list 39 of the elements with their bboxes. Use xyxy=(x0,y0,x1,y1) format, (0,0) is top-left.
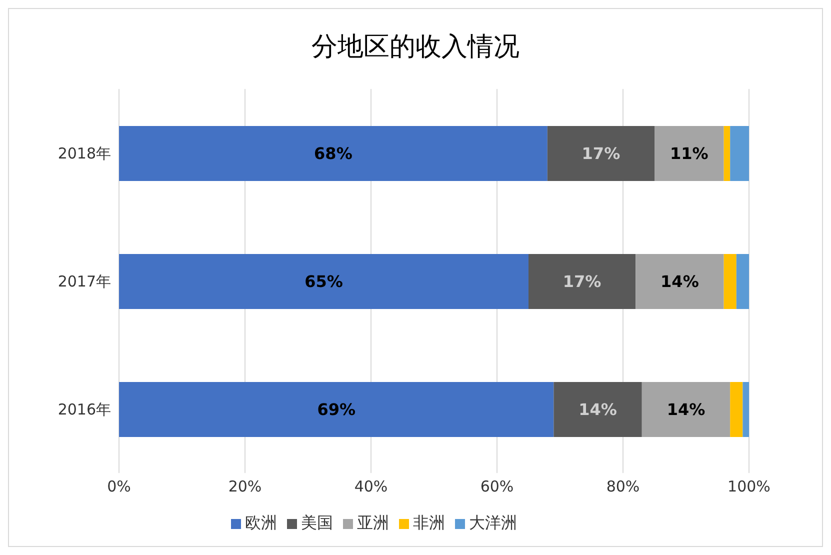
bar xyxy=(554,382,642,437)
bar xyxy=(724,254,736,309)
legend-label: 美国 xyxy=(301,513,333,532)
legend-label: 大洋洲 xyxy=(469,513,517,532)
data-label: 14% xyxy=(666,400,706,420)
y-tick-label: 2017年 xyxy=(58,272,111,290)
data-label: 68% xyxy=(314,144,352,164)
x-tick-label: 20% xyxy=(228,478,262,496)
x-tick-label: 60% xyxy=(480,478,514,496)
data-label: 69% xyxy=(317,400,356,420)
bar xyxy=(730,382,743,437)
y-tick-label: 2018年 xyxy=(58,144,111,162)
bar xyxy=(730,126,749,181)
bar xyxy=(119,382,554,437)
bar xyxy=(547,126,654,181)
bar xyxy=(724,126,730,181)
bar xyxy=(654,126,724,181)
x-tick-label: 100% xyxy=(728,478,770,496)
bar xyxy=(528,254,636,309)
data-label: 14% xyxy=(578,400,617,420)
data-label: 65% xyxy=(304,272,343,292)
bar xyxy=(636,254,724,309)
data-label: 17% xyxy=(562,272,602,292)
bar xyxy=(119,254,528,309)
data-label: 11% xyxy=(670,144,708,164)
x-tick-label: 80% xyxy=(606,478,640,496)
legend-label: 非洲 xyxy=(413,513,445,532)
bar xyxy=(119,126,548,181)
chart-title: 分地区的收入情况 xyxy=(310,31,520,64)
legend-label: 亚洲 xyxy=(357,513,389,532)
data-label: 17% xyxy=(582,144,620,164)
legend-label: 欧洲 xyxy=(245,513,277,532)
y-tick-label: 2016年 xyxy=(58,400,111,418)
x-tick-label: 0% xyxy=(107,478,131,496)
bar xyxy=(742,382,749,437)
x-tick-label: 40% xyxy=(354,478,388,496)
bar xyxy=(642,382,730,437)
data-label: 14% xyxy=(660,272,699,292)
bar xyxy=(736,254,749,309)
